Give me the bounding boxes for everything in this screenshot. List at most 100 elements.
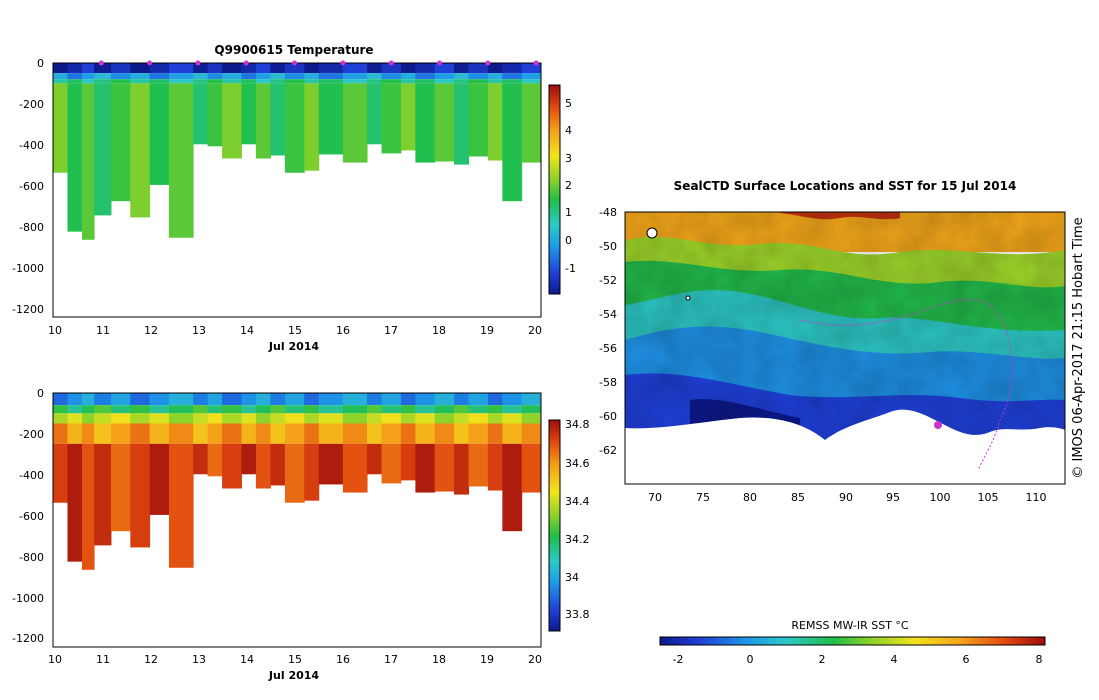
sst-colorbar: [659, 636, 1046, 646]
section-cell: [342, 413, 368, 424]
x-tick-label: 20: [528, 653, 542, 666]
section-cell: [94, 83, 112, 216]
profile-marker: [147, 60, 153, 66]
section-cell: [367, 405, 383, 414]
section-cell: [468, 83, 489, 157]
section-cell: [342, 63, 368, 74]
section-cell: [367, 443, 383, 475]
section-cell: [342, 73, 368, 80]
section-cell: [53, 73, 68, 80]
section-cell: [415, 63, 436, 74]
colorbar-tick-label: 2: [819, 653, 826, 666]
section-cell: [168, 393, 194, 406]
x-tick-label: 14: [240, 653, 254, 666]
section-cell: [149, 423, 170, 444]
profile-marker: [98, 60, 104, 66]
section-cell: [521, 443, 542, 493]
section-cell: [415, 79, 436, 84]
section-cell: [468, 443, 489, 487]
x-tick-label: 13: [192, 324, 206, 337]
y-tick-label: -1000: [12, 262, 44, 275]
section-cell: [304, 393, 320, 406]
section-cell: [434, 413, 455, 424]
section-cell: [400, 393, 416, 406]
x-tick-label: 17: [384, 653, 398, 666]
section-cell: [255, 83, 271, 159]
section-cell: [454, 443, 470, 495]
temperature-x-axis: 10 11 12 13 14 15 16 17 18 19 20 Jul 201…: [48, 324, 542, 353]
section-cell: [454, 393, 470, 406]
section-cell: [241, 443, 257, 475]
section-cell: [304, 413, 320, 424]
lat-tick-label: -52: [599, 274, 617, 287]
section-cell: [149, 443, 170, 515]
section-cell: [521, 405, 542, 414]
y-tick-label: -600: [19, 510, 44, 523]
section-cell: [270, 79, 286, 84]
section-cell: [415, 423, 436, 444]
section-cell: [342, 83, 368, 163]
section-cell: [400, 83, 416, 151]
heard-island: [685, 295, 691, 301]
section-cell: [502, 73, 523, 80]
section-cell: [270, 63, 286, 74]
section-cell: [487, 73, 503, 80]
section-cell: [255, 423, 271, 444]
section-cell: [487, 405, 503, 414]
section-cell: [94, 413, 112, 424]
section-cell: [149, 405, 170, 414]
section-cell: [415, 83, 436, 163]
section-cell: [415, 393, 436, 406]
section-cell: [67, 443, 83, 562]
lon-tick-label: 110: [1026, 491, 1047, 504]
section-cell: [487, 413, 503, 424]
y-tick-label: -1200: [12, 632, 44, 645]
x-tick-label: 15: [288, 324, 302, 337]
y-tick-label: -1200: [12, 303, 44, 316]
section-cell: [193, 423, 209, 444]
temperature-colorbar: [548, 84, 561, 295]
section-cell: [110, 423, 131, 444]
x-tick-label: 12: [144, 653, 158, 666]
section-cell: [110, 405, 131, 414]
section-cell: [241, 393, 257, 406]
salinity-x-label: Jul 2014: [268, 669, 319, 682]
section-cell: [502, 405, 523, 414]
section-cell: [53, 405, 68, 414]
salinity-colorbar-ticks: 34.8 34.6 34.4 34.2 34 33.8: [565, 418, 590, 621]
lon-tick-label: 70: [648, 491, 662, 504]
y-tick-label: -200: [19, 428, 44, 441]
section-cell: [67, 405, 83, 414]
colorbar-tick-label: 3: [565, 152, 572, 165]
section-cell: [67, 393, 83, 406]
section-cell: [130, 83, 151, 218]
y-tick-label: 0: [37, 57, 44, 70]
lon-tick-label: 100: [930, 491, 951, 504]
section-cell: [94, 63, 112, 74]
lon-tick-label: 75: [696, 491, 710, 504]
section-cell: [130, 405, 151, 414]
y-tick-label: -800: [19, 221, 44, 234]
temperature-y-axis: 0 -200 -400 -600 -800 -1000 -1200: [12, 57, 44, 316]
section-cell: [67, 79, 83, 84]
section-cell: [67, 63, 83, 74]
section-cell: [193, 79, 209, 84]
y-tick-label: -400: [19, 139, 44, 152]
section-cell: [270, 393, 286, 406]
section-cell: [53, 63, 68, 74]
section-cell: [94, 405, 112, 414]
section-cell: [502, 79, 523, 84]
section-cell: [454, 83, 470, 165]
colorbar-tick-label: 34: [565, 571, 579, 584]
section-cell: [502, 423, 523, 444]
section-cell: [222, 63, 242, 74]
lat-tick-label: -62: [599, 444, 617, 457]
kerguelen-island: [646, 227, 658, 239]
section-cell: [110, 83, 131, 202]
section-cell: [130, 73, 151, 80]
y-tick-label: -400: [19, 469, 44, 482]
section-cell: [454, 63, 470, 74]
section-cell: [94, 73, 112, 80]
sst-field: [625, 212, 1065, 484]
section-cell: [149, 79, 170, 84]
